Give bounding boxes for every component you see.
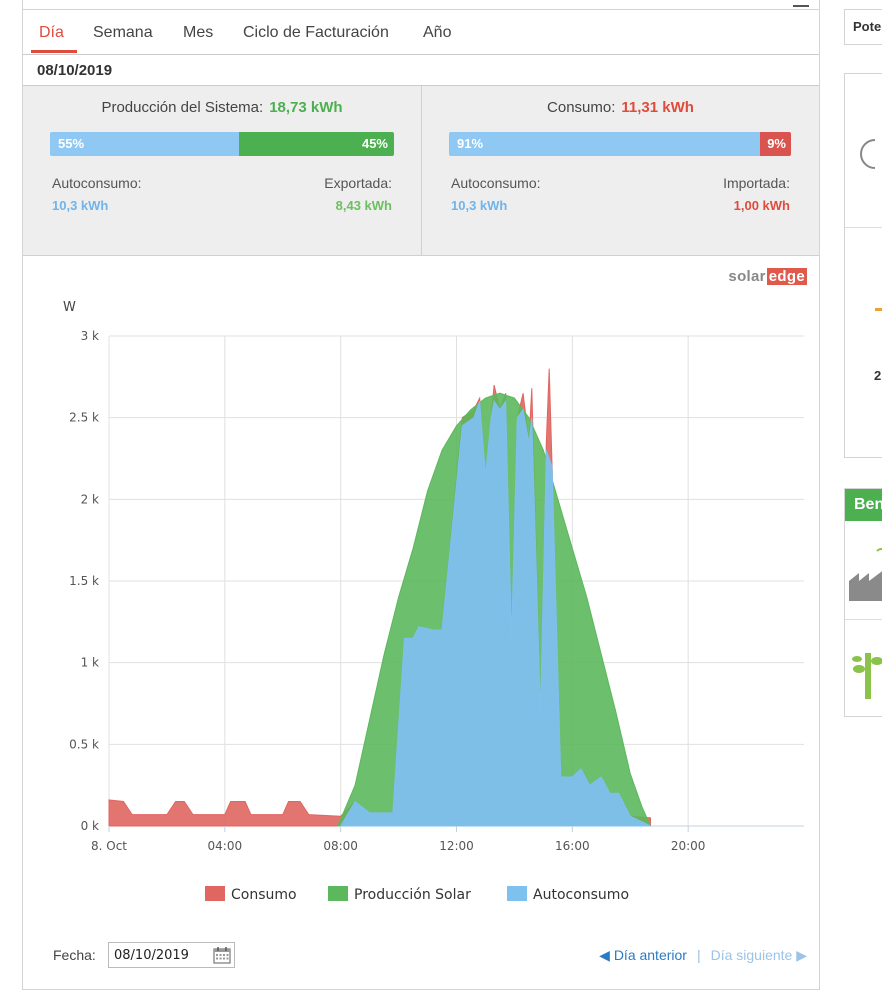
sidebar-power-box: Pote [844, 9, 882, 45]
sidebar-pote-label: Pote [853, 19, 882, 34]
y-tick-label: 3 k [81, 329, 99, 343]
period-tabs: Día Semana Mes Ciclo de Facturación Año [23, 10, 819, 55]
chart-footer: Fecha: ◀︎ Día anterior | Día siguiente ▶︎ [23, 926, 819, 986]
x-tick-label: 04:00 [208, 839, 243, 853]
caret-left-icon: ◀︎ [599, 947, 610, 963]
power-chart-svg: 0 k 0.5 k 1 k 1.5 k 2 k 2.5 k 3 k 8. Oct 04:00 08… [63, 300, 804, 903]
tab-ciclo-facturacion[interactable]: Ciclo de Facturación [243, 24, 389, 41]
legend-label: Autoconsumo [533, 887, 629, 903]
consumption-self-pct: 91% [457, 136, 484, 151]
production-panel: Producción del Sistema: 18,73 kWh 55% 45%… [23, 86, 422, 255]
production-self-pct: 55% [58, 136, 85, 151]
fecha-label: Fecha: [53, 947, 96, 963]
y-tick-label: 1.5 k [69, 574, 99, 588]
consumption-import-segment: 9% [760, 132, 791, 156]
x-tick-label: 12:00 [439, 839, 474, 853]
prev-day-link[interactable]: ◀︎ Día anterior [599, 947, 687, 963]
production-self-value: 10,3 kWh [52, 198, 109, 213]
consumption-total: 11,31 kWh [621, 99, 694, 116]
benefits-header: Ben [845, 489, 882, 521]
production-total: 18,73 kWh [269, 99, 343, 116]
x-tick-label: 16:00 [555, 839, 590, 853]
tab-ano[interactable]: Año [423, 24, 452, 41]
energy-summary: Producción del Sistema: 18,73 kWh 55% 45%… [23, 86, 819, 256]
legend-swatch [507, 886, 527, 901]
consumption-panel: Consumo: 11,31 kWh 91% 9% Autoconsumo: 10… [422, 86, 819, 255]
next-day-link[interactable]: Día siguiente ▶︎ [711, 947, 807, 963]
consumption-import-pct: 9% [767, 136, 786, 151]
production-self-label: Autoconsumo: [52, 175, 142, 191]
production-bar: 55% 45% [50, 132, 394, 156]
menu-icon[interactable] [793, 0, 809, 7]
prev-day-label: Día anterior [613, 947, 687, 963]
day-navigation: ◀︎ Día anterior | Día siguiente ▶︎ [599, 947, 807, 964]
production-export-segment: 45% [239, 132, 394, 156]
y-tick-label: 0.5 k [69, 737, 99, 751]
production-title: Producción del Sistema: 18,73 kWh [23, 99, 421, 116]
production-self-segment: 55% [50, 132, 239, 156]
panel-header [23, 0, 819, 10]
legend-label: Consumo [231, 887, 297, 903]
x-tick-label: 08:00 [323, 839, 358, 853]
legend-swatch [328, 886, 348, 901]
production-export-label: Exportada: [324, 175, 392, 191]
date-header-text: 08/10/2019 [37, 62, 113, 79]
y-tick-label: 1 k [81, 656, 99, 670]
y-tick-label: 0 k [81, 819, 99, 833]
consumption-self-value: 10,3 kWh [451, 198, 508, 213]
consumption-bar: 91% 9% [449, 132, 791, 156]
consumption-title: Consumo: 11,31 kWh [422, 99, 819, 116]
production-export-pct: 45% [361, 136, 388, 151]
series-area-autoconsumo [339, 399, 651, 827]
right-sidebar: Pote 2 Ben [844, 0, 882, 1000]
consumption-self-segment: 91% [449, 132, 760, 156]
solaredge-logo: solar edge [728, 268, 807, 285]
date-header: 08/10/2019 [23, 55, 819, 86]
tab-dia[interactable]: Día [39, 24, 64, 41]
legend-swatch [205, 886, 225, 901]
nav-separator: | [696, 947, 701, 963]
x-tick-label: 8. Oct [91, 839, 127, 853]
sun-ray-icon [875, 308, 882, 311]
next-day-label: Día siguiente [710, 947, 793, 963]
caret-right-icon: ▶︎ [796, 947, 807, 963]
factory-icon [849, 548, 882, 601]
calendar-icon[interactable] [213, 946, 231, 964]
y-axis-label: W [63, 300, 76, 315]
production-title-label: Producción del Sistema: [101, 99, 264, 116]
power-chart: solar edge 0 k 0.5 k 1 k 1.5 k 2 k 2.5 k 3 k 8. … [23, 256, 819, 924]
active-tab-indicator [31, 50, 77, 53]
sidebar-status-box: 2 [844, 73, 882, 458]
main-panel: Día Semana Mes Ciclo de Facturación Año … [22, 0, 820, 990]
legend-label: Producción Solar [354, 887, 471, 903]
consumption-title-label: Consumo: [547, 99, 616, 116]
tab-semana[interactable]: Semana [93, 24, 153, 41]
tree-icon [852, 653, 882, 699]
tab-mes[interactable]: Mes [183, 24, 214, 41]
benefits-title: Ben [854, 496, 882, 513]
refresh-icon [860, 139, 876, 169]
consumption-self-label: Autoconsumo: [451, 175, 541, 191]
production-export-value: 8,43 kWh [335, 198, 392, 213]
y-tick-label: 2.5 k [69, 411, 99, 425]
sidebar-value-fragment: 2 [874, 368, 882, 383]
consumption-import-value: 1,00 kWh [733, 198, 790, 213]
y-tick-label: 2 k [81, 492, 99, 506]
x-tick-label: 20:00 [671, 839, 706, 853]
consumption-import-label: Importada: [723, 175, 790, 191]
sidebar-benefits-box: Ben [844, 488, 882, 717]
